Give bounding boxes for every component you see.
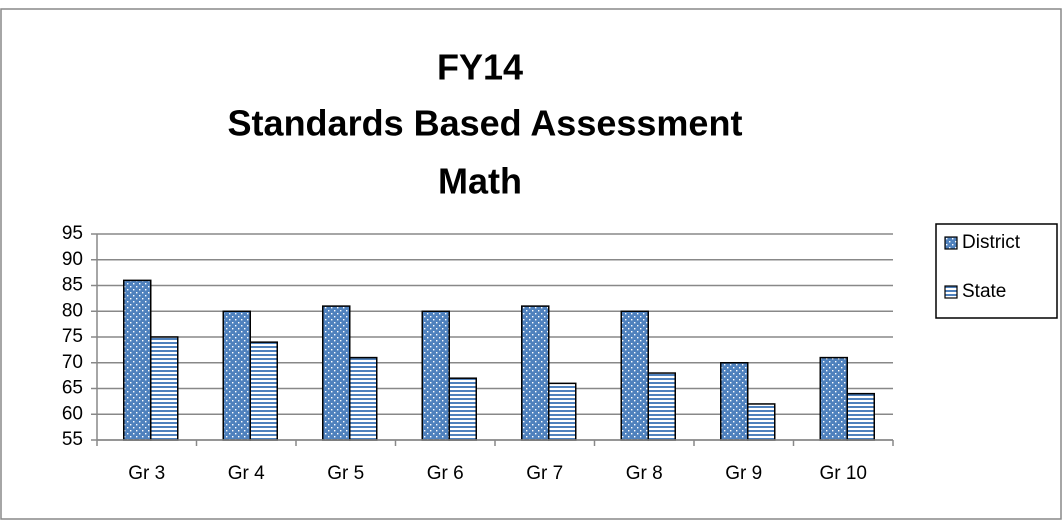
x-tick-label: Gr 3 — [128, 463, 165, 484]
y-tick-label: 70 — [62, 352, 83, 373]
bar — [421, 310, 450, 441]
y-tick-label: 60 — [62, 403, 83, 424]
y-tick-label: 80 — [62, 300, 83, 321]
legend-label: District — [962, 232, 1021, 253]
bar — [747, 403, 776, 441]
y-tick-label: 90 — [62, 249, 83, 270]
bar — [819, 356, 848, 441]
legend-swatch — [944, 285, 958, 299]
x-tick-label: Gr 10 — [819, 463, 867, 484]
x-tick-label: Gr 9 — [725, 463, 762, 484]
legend-label: State — [962, 281, 1006, 302]
bar — [322, 305, 351, 441]
chart-title: Standards Based Assessment — [228, 103, 743, 144]
bar — [846, 392, 875, 441]
bar — [647, 372, 676, 441]
y-tick-label: 65 — [62, 378, 83, 399]
bar — [123, 279, 152, 441]
bar — [349, 356, 378, 441]
bar — [620, 310, 649, 441]
bar — [521, 305, 550, 441]
bar — [150, 336, 179, 441]
chart-frame — [0, 8, 1062, 520]
x-tick-label: Gr 5 — [327, 463, 364, 484]
x-tick-label: Gr 7 — [526, 463, 563, 484]
bar — [548, 382, 577, 441]
y-tick-label: 55 — [62, 429, 83, 450]
y-tick-label: 85 — [62, 275, 83, 296]
chart-title: FY14 — [437, 47, 523, 88]
bar — [720, 362, 749, 441]
x-tick-label: Gr 4 — [228, 463, 265, 484]
y-tick-label: 95 — [62, 223, 83, 244]
legend-swatch — [944, 236, 958, 250]
y-tick-label: 75 — [62, 326, 83, 347]
chart-title: Math — [438, 161, 522, 202]
bar — [249, 341, 278, 441]
bar — [448, 377, 477, 441]
x-tick-label: Gr 6 — [427, 463, 464, 484]
bar — [222, 310, 251, 441]
x-tick-label: Gr 8 — [626, 463, 663, 484]
